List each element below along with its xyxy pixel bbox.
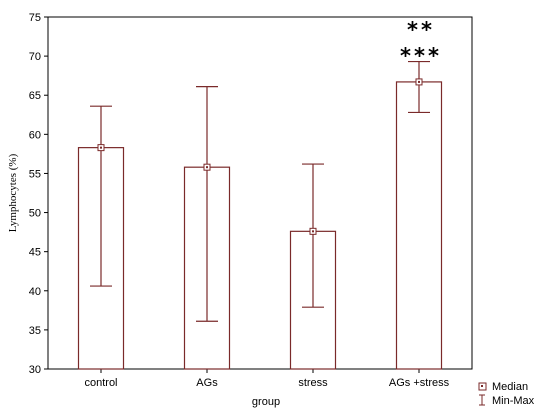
y-tick-label: 70 — [29, 51, 41, 63]
legend-label: Median — [492, 381, 528, 393]
x-tick-label: stress — [298, 377, 328, 389]
legend: Median Min-Max — [478, 381, 535, 407]
y-tick-label: 60 — [29, 129, 41, 141]
median-marker-dot — [312, 230, 314, 233]
median-marker-dot — [418, 80, 420, 83]
x-tick-label: AGs — [196, 377, 218, 389]
significance-annotation: ** — [407, 18, 435, 42]
y-tick-label: 55 — [29, 168, 41, 180]
y-axis: 30 35 40 45 50 55 60 65 70 75 — [29, 12, 48, 376]
legend-median-dot — [481, 385, 483, 387]
legend-label: Min-Max — [492, 395, 535, 407]
x-axis: control AGs stress AGs +stress — [84, 369, 450, 389]
bar — [395, 81, 443, 370]
y-tick-label: 40 — [29, 286, 41, 298]
bars — [77, 60, 443, 370]
y-tick-label: 75 — [29, 12, 41, 24]
y-tick-label: 50 — [29, 208, 41, 220]
x-tick-label: control — [84, 377, 117, 389]
significance-annotation: *** — [400, 44, 442, 68]
x-tick-label: AGs +stress — [389, 377, 450, 389]
y-tick-label: 45 — [29, 247, 41, 259]
median-marker-dot — [100, 146, 102, 149]
median-marker-dot — [206, 166, 208, 169]
x-axis-title: group — [252, 396, 280, 408]
y-tick-label: 30 — [29, 364, 41, 376]
annotations: ***** — [400, 18, 442, 68]
y-tick-label: 65 — [29, 90, 41, 102]
y-tick-label: 35 — [29, 325, 41, 337]
plot-frame — [47, 16, 473, 370]
y-axis-title: Lymphocytes (%) — [7, 153, 19, 232]
